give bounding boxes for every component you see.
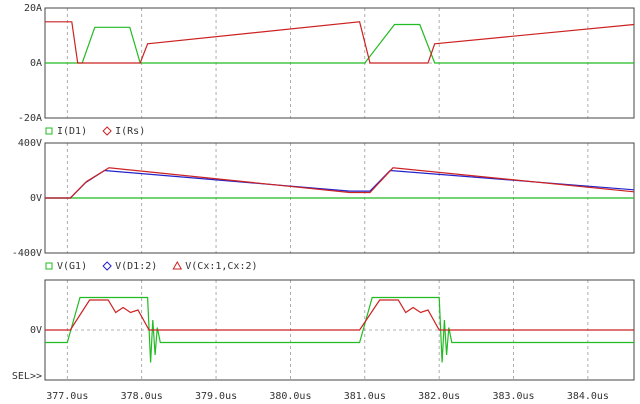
y-tick-label: -400V [12, 248, 42, 259]
x-tick-label: 377.0us [46, 391, 88, 402]
legend-label: I(D1) [57, 126, 87, 137]
x-tick-label: 381.0us [344, 391, 386, 402]
series-line [45, 299, 634, 331]
x-tick-label: 384.0us [567, 391, 609, 402]
legend-marker [102, 126, 112, 136]
series-line [45, 23, 634, 64]
legend-label: V(D1:2) [115, 261, 157, 272]
legend-label: V(Cx:1,Cx:2) [185, 261, 257, 272]
series-line [45, 167, 635, 199]
x-tick-label: 382.0us [418, 391, 460, 402]
selector-label: SEL>> [12, 371, 42, 382]
y-tick-label: 20A [24, 3, 42, 14]
y-tick-label: -20A [18, 113, 42, 124]
legend-marker [45, 127, 53, 135]
x-tick-label: 383.0us [492, 391, 534, 402]
legend-label: I(Rs) [115, 126, 145, 137]
legend-marker [172, 260, 183, 270]
x-tick-label: 378.0us [121, 391, 163, 402]
series-line [45, 296, 634, 363]
y-tick-label: 0V [30, 193, 42, 204]
x-tick-label: 380.0us [269, 391, 311, 402]
legend-label: V(G1) [57, 261, 87, 272]
series-line [45, 21, 635, 64]
x-tick-label: 379.0us [195, 391, 237, 402]
y-tick-label: 0V [30, 325, 42, 336]
legend-marker [45, 262, 53, 270]
legend-marker [102, 261, 112, 271]
y-tick-label: 0A [30, 58, 42, 69]
y-tick-label: 400V [18, 138, 42, 149]
